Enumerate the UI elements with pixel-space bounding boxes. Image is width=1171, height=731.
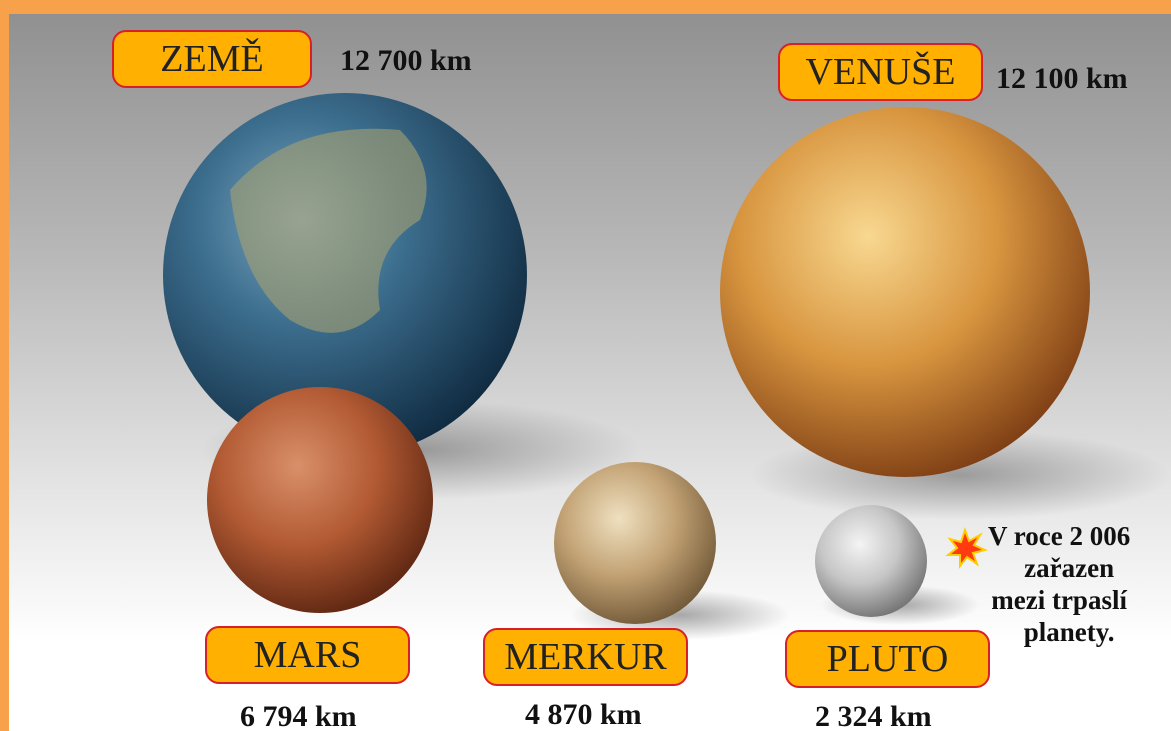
planet-name: ZEMĚ — [112, 30, 312, 88]
planet-name: MERKUR — [483, 628, 688, 686]
note: V roce 2 006 zařazen mezi trpaslí planet… — [988, 520, 1130, 648]
slide: ZEMĚ 12 700 km VENUŠE 12 100 km MARS 6 7… — [0, 0, 1171, 731]
planet-diameter: 12 700 km — [340, 44, 472, 78]
planet-diameter: 2 324 km — [815, 700, 932, 731]
planet-diameter: 4 870 km — [525, 698, 642, 731]
planet-name: MARS — [205, 626, 410, 684]
venus — [720, 107, 1090, 477]
note-line: zařazen — [1008, 552, 1130, 584]
note-line: V roce 2 006 — [988, 520, 1130, 552]
planet-diameter: 6 794 km — [240, 700, 357, 731]
note-line: planety. — [1008, 616, 1130, 648]
mercury — [554, 462, 716, 624]
star-icon — [948, 530, 985, 566]
planet-name: PLUTO — [785, 630, 990, 688]
mars — [207, 387, 433, 613]
planet-name: VENUŠE — [778, 43, 983, 101]
note-line: mezi trpaslí — [988, 584, 1130, 616]
planet-diameter: 12 100 km — [996, 62, 1128, 96]
pluto — [815, 505, 927, 617]
